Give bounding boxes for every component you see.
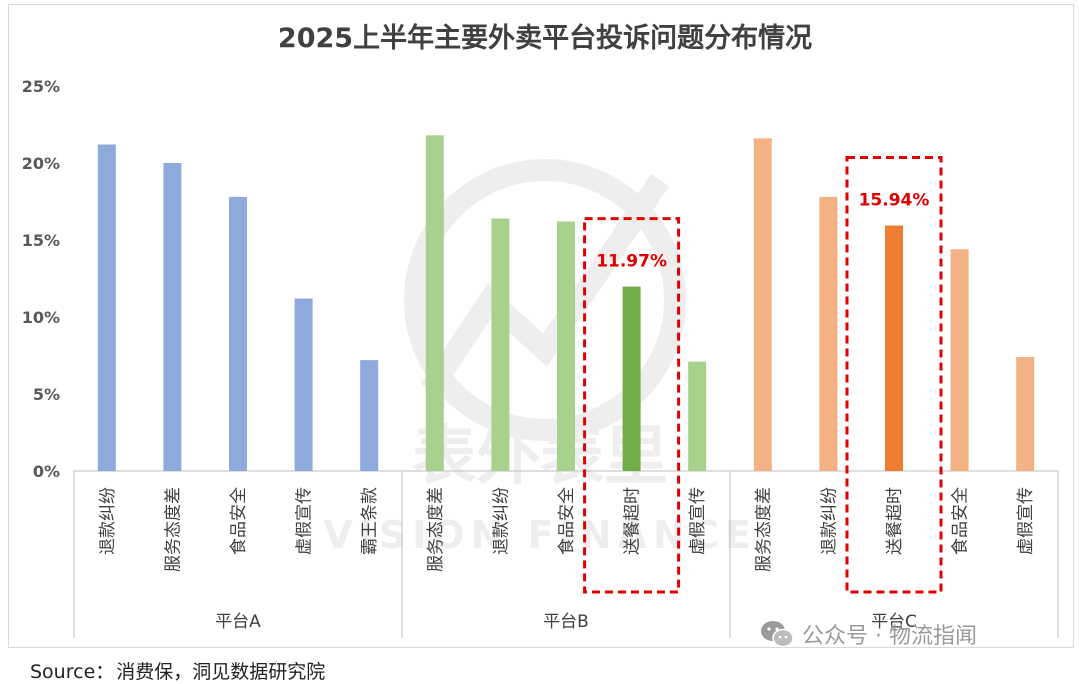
- bar: [557, 221, 575, 471]
- y-tick-label: 0%: [33, 462, 60, 481]
- bars-layer: [97, 135, 1035, 472]
- group-label: 平台B: [543, 612, 589, 632]
- bar: [753, 138, 772, 472]
- bar: [688, 361, 707, 471]
- wechat-icon: [761, 621, 794, 648]
- y-tick-label: 5%: [33, 385, 60, 404]
- chart-title: 2025上半年主要外卖平台投诉问题分布情况: [278, 22, 812, 54]
- x-tick-label: 服务态度差: [426, 487, 446, 572]
- watermark-ring: [404, 159, 686, 441]
- source-text: 消费保，洞见数据研究院: [116, 661, 326, 683]
- data-label: 11.97%: [596, 252, 667, 272]
- bar: [294, 298, 313, 471]
- bar: [950, 249, 969, 471]
- group-label: 平台C: [871, 612, 917, 632]
- highlight-box: [845, 156, 943, 594]
- bar: [1016, 357, 1035, 471]
- x-tick-label: 送餐超时: [623, 487, 643, 555]
- x-tick-label: 退款纠纷: [819, 487, 839, 555]
- x-tick-label: 霸王条款: [360, 487, 380, 555]
- x-tick-label: 送餐超时: [885, 487, 905, 555]
- bar: [622, 286, 641, 471]
- watermark-arrow: [420, 173, 670, 397]
- bar: [97, 144, 116, 471]
- x-tick-label: 食品安全: [557, 487, 577, 555]
- x-tick-label: 退款纠纷: [98, 487, 118, 555]
- highlight-box: [583, 217, 681, 594]
- x-tick-label: 虚假宣传: [295, 487, 315, 555]
- bar: [491, 218, 510, 471]
- wechat-badge-text: 公众号 · 物流指闻: [802, 624, 977, 649]
- x-tick-label: 食品安全: [951, 487, 971, 555]
- x-tick-label: 服务态度差: [163, 487, 183, 572]
- x-tick-label: 食品安全: [229, 487, 249, 555]
- x-tick-label: 虚假宣传: [688, 487, 708, 555]
- wechat-badge: 公众号 · 物流指闻: [760, 618, 977, 650]
- source-label: Source：: [30, 661, 115, 683]
- y-tick-label: 15%: [22, 231, 60, 250]
- group-label: 平台A: [215, 612, 261, 632]
- x-tick-label: 服务态度差: [754, 487, 774, 572]
- bar: [229, 196, 247, 471]
- bar: [819, 196, 838, 471]
- x-tick-label: 虚假宣传: [1016, 487, 1036, 555]
- source-note: Source： 消费保，洞见数据研究院: [30, 657, 325, 684]
- x-tick-label: 退款纠纷: [491, 487, 511, 555]
- bar: [360, 360, 379, 471]
- watermark: 表外表里 VISION FINANCE: [323, 159, 751, 557]
- bar: [885, 225, 903, 471]
- y-tick-label: 20%: [22, 154, 60, 173]
- data-label: 15.94%: [859, 191, 930, 211]
- bar: [425, 135, 444, 471]
- bar: [163, 163, 182, 471]
- y-tick-label: 10%: [22, 308, 60, 327]
- y-tick-label: 25%: [22, 77, 60, 96]
